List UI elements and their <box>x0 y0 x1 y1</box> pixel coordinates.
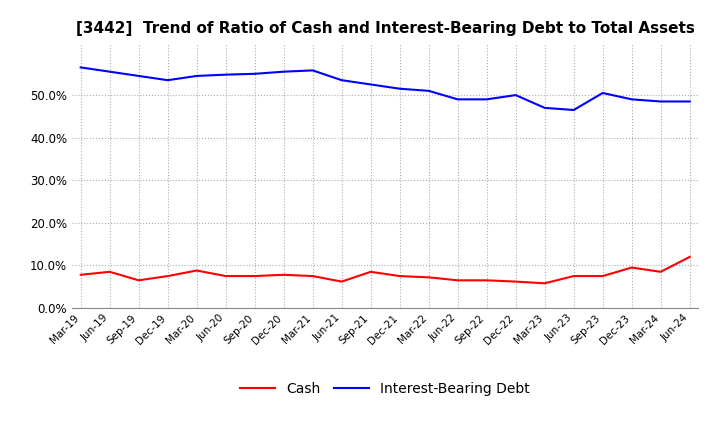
Interest-Bearing Debt <box>76 65 85 70</box>
Interest-Bearing Debt <box>366 82 375 87</box>
Interest-Bearing Debt <box>570 107 578 113</box>
Cash <box>366 269 375 275</box>
Interest-Bearing Debt <box>308 68 317 73</box>
Interest-Bearing Debt <box>541 105 549 110</box>
Cash <box>511 279 520 284</box>
Interest-Bearing Debt <box>482 97 491 102</box>
Interest-Bearing Debt <box>192 73 201 79</box>
Cash <box>570 273 578 279</box>
Cash <box>76 272 85 278</box>
Cash <box>657 269 665 275</box>
Interest-Bearing Debt <box>338 77 346 83</box>
Cash <box>598 273 607 279</box>
Cash <box>627 265 636 270</box>
Interest-Bearing Debt <box>627 97 636 102</box>
Title: [3442]  Trend of Ratio of Cash and Interest-Bearing Debt to Total Assets: [3442] Trend of Ratio of Cash and Intere… <box>76 21 695 36</box>
Cash <box>308 273 317 279</box>
Cash <box>685 254 694 260</box>
Interest-Bearing Debt <box>424 88 433 93</box>
Cash <box>395 273 404 279</box>
Cash <box>251 273 259 279</box>
Interest-Bearing Debt <box>511 92 520 98</box>
Cash <box>541 281 549 286</box>
Cash <box>454 278 462 283</box>
Interest-Bearing Debt <box>279 69 288 74</box>
Interest-Bearing Debt <box>163 77 172 83</box>
Cash <box>135 278 143 283</box>
Cash <box>482 278 491 283</box>
Interest-Bearing Debt <box>221 72 230 77</box>
Legend: Cash, Interest-Bearing Debt: Cash, Interest-Bearing Debt <box>235 376 536 401</box>
Interest-Bearing Debt <box>105 69 114 74</box>
Interest-Bearing Debt <box>598 90 607 95</box>
Interest-Bearing Debt <box>685 99 694 104</box>
Cash <box>279 272 288 278</box>
Interest-Bearing Debt <box>395 86 404 92</box>
Interest-Bearing Debt <box>657 99 665 104</box>
Cash <box>163 273 172 279</box>
Cash <box>105 269 114 275</box>
Cash <box>221 273 230 279</box>
Cash <box>338 279 346 284</box>
Interest-Bearing Debt <box>251 71 259 77</box>
Line: Cash: Cash <box>81 257 690 283</box>
Interest-Bearing Debt <box>454 97 462 102</box>
Cash <box>424 275 433 280</box>
Cash <box>192 268 201 273</box>
Line: Interest-Bearing Debt: Interest-Bearing Debt <box>81 67 690 110</box>
Interest-Bearing Debt <box>135 73 143 79</box>
